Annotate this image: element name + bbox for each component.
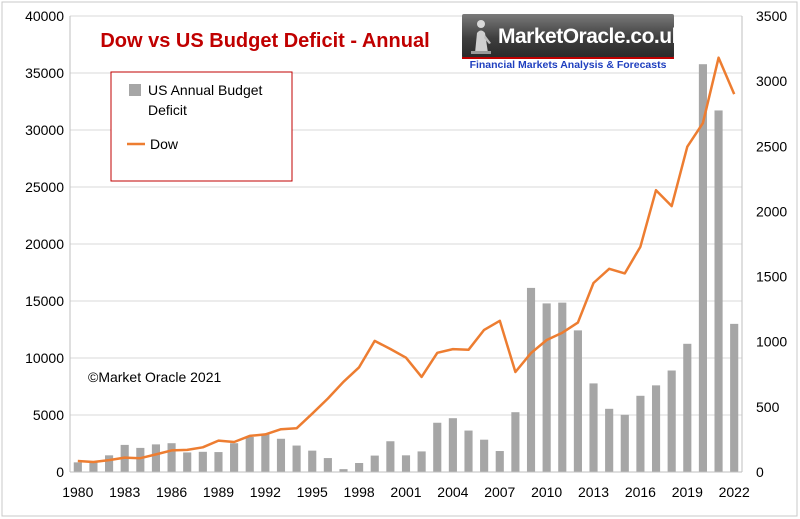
- deficit-bar-2020: [698, 64, 707, 472]
- x-tick-label: 1995: [297, 484, 328, 500]
- deficit-bar-2005: [464, 430, 473, 472]
- x-tick-label: 1986: [156, 484, 187, 500]
- copyright-watermark: ©Market Oracle 2021: [88, 369, 221, 385]
- right-tick-label: 2000: [756, 203, 787, 219]
- right-tick-label: 500: [756, 399, 780, 415]
- x-tick-label: 1992: [250, 484, 281, 500]
- x-tick-label: 1998: [344, 484, 375, 500]
- dow-line-group: [77, 56, 736, 464]
- x-axis-labels: 1980 1983 1986 1989 1992 1995 1998 2001 2004 2007…: [62, 484, 750, 500]
- x-tick-label: 2007: [484, 484, 515, 500]
- x-tick-label: 1983: [109, 484, 140, 500]
- deficit-bar-2019: [683, 343, 692, 472]
- legend-deficit-swatch: [129, 84, 141, 96]
- legend-dow-label: Dow: [150, 136, 179, 152]
- x-tick-label: 2016: [625, 484, 656, 500]
- deficit-bar-2004: [448, 418, 457, 472]
- left-tick-label: 0: [56, 464, 64, 480]
- deficit-bar-1990: [230, 443, 239, 472]
- right-tick-label: 3500: [756, 8, 787, 24]
- deficit-bar-1986: [167, 443, 176, 472]
- deficit-bar-2010: [542, 303, 551, 472]
- right-tick-label: 1500: [756, 269, 787, 285]
- chart-title: Dow vs US Budget Deficit - Annual: [100, 30, 429, 52]
- deficit-bar-1988: [198, 451, 207, 472]
- deficit-bar-2017: [651, 385, 661, 472]
- left-tick-label: 30000: [25, 122, 64, 138]
- gridlines: [70, 15, 742, 416]
- deficit-bar-1980: [73, 462, 82, 472]
- deficit-bar-2009: [526, 287, 536, 472]
- left-tick-label: 15000: [25, 293, 64, 309]
- deficit-bar-1984: [136, 447, 145, 472]
- deficit-bar-2012: [573, 330, 582, 472]
- deficit-bar-2013: [589, 383, 598, 472]
- legend-deficit-label-line2: Deficit: [148, 102, 187, 118]
- deficit-bar-1981: [89, 461, 98, 472]
- left-axis-labels: 0 5000 10000 15000 20000 25000 30000 35000 40000: [25, 8, 64, 480]
- deficit-bar-2011: [558, 302, 567, 472]
- deficit-bar-2006: [480, 439, 489, 472]
- deficit-bar-1994: [292, 445, 301, 472]
- deficit-bar-1997: [339, 469, 348, 472]
- legend-deficit-label: US Annual Budget Deficit: [148, 82, 266, 118]
- deficit-bar-2001: [401, 455, 411, 472]
- deficit-bar-1999: [370, 455, 379, 472]
- right-tick-label: 0: [756, 464, 764, 480]
- deficit-bar-2015: [620, 414, 629, 472]
- deficit-bar-1987: [183, 452, 192, 472]
- x-tick-label: 2004: [437, 484, 468, 500]
- deficit-bar-2000: [386, 441, 395, 472]
- deficit-bar-2014: [605, 408, 614, 472]
- dow-line: [77, 56, 736, 464]
- x-tick-label: 2001: [390, 484, 421, 500]
- right-axis-labels: 0 500 1000 1500 2000 2500 3000 3500: [756, 8, 787, 480]
- axes: [69, 16, 743, 473]
- deficit-bar-2007: [495, 451, 504, 472]
- deficit-bar-2002: [417, 451, 426, 472]
- legend-deficit-label-line1: US Annual Budget: [148, 82, 263, 98]
- logo-underline: [462, 57, 674, 59]
- left-tick-label: 5000: [33, 407, 64, 423]
- deficit-bar-2018: [667, 370, 676, 472]
- deficit-bar-2021: [714, 110, 723, 472]
- deficit-bar-1982: [105, 455, 114, 472]
- x-tick-label: 2022: [719, 484, 750, 500]
- legend-box: [110, 71, 293, 182]
- left-tick-label: 40000: [25, 8, 64, 24]
- right-tick-label: 1000: [756, 334, 787, 350]
- x-tick-label: 2013: [578, 484, 609, 500]
- deficit-bar-1995: [308, 450, 317, 472]
- left-tick-label: 20000: [25, 236, 64, 252]
- left-tick-label: 35000: [25, 65, 64, 81]
- x-tick-label: 1989: [203, 484, 234, 500]
- legend: US Annual Budget Deficit Dow: [110, 71, 293, 182]
- marketoracle-logo: MarketOracle.co.uk Financial Markets Ana…: [462, 14, 683, 74]
- left-tick-label: 10000: [25, 350, 64, 366]
- oracle-statue-icon: [471, 20, 491, 54]
- deficit-bar-2016: [636, 395, 645, 472]
- deficit-bar-2003: [433, 422, 442, 472]
- deficit-bar-1998: [355, 463, 364, 472]
- deficit-bar-1992: [261, 434, 270, 472]
- logo-banner: MarketOracle.co.uk: [462, 14, 683, 58]
- deficit-bar-2008: [511, 412, 520, 472]
- deficit-bar-2022: [730, 323, 739, 472]
- deficit-bar-1989: [214, 452, 223, 472]
- deficit-bar-1991: [245, 436, 254, 472]
- x-tick-label: 2019: [672, 484, 703, 500]
- left-tick-label: 25000: [25, 179, 64, 195]
- right-tick-label: 2500: [756, 138, 787, 154]
- deficit-bar-1996: [323, 458, 332, 472]
- deficit-bar-1993: [276, 438, 286, 472]
- x-tick-label: 1980: [62, 484, 93, 500]
- x-tick-label: 2010: [531, 484, 562, 500]
- right-tick-label: 3000: [756, 73, 787, 89]
- deficit-bar-1985: [151, 444, 161, 472]
